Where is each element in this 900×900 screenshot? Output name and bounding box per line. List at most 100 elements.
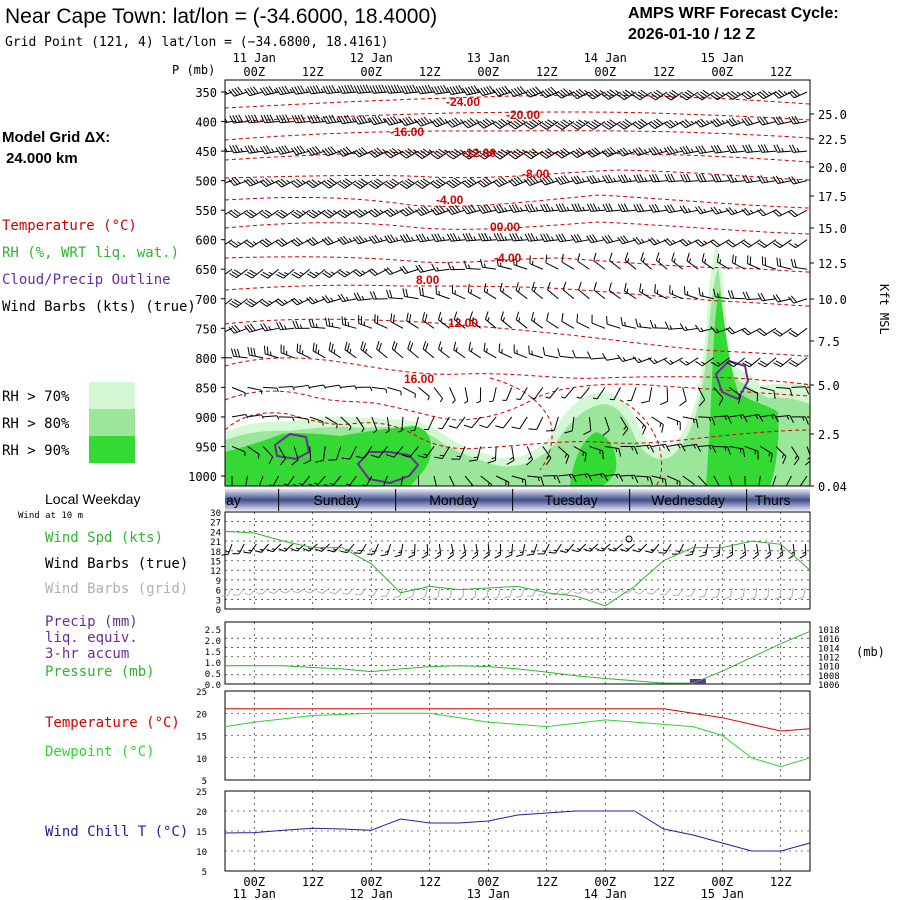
wind-barb: [742, 174, 761, 184]
top-tick-label: 12Z: [419, 65, 441, 79]
wind-barb: [275, 268, 295, 279]
wind-barb: [609, 587, 623, 594]
wind-barb: [422, 340, 435, 359]
wind-barb: [494, 543, 502, 559]
weekday-label: Wednesday: [651, 492, 725, 508]
wind-barb: [477, 118, 497, 129]
wind-barb: [716, 253, 730, 270]
wind-barb: [260, 323, 279, 332]
wind-barb: [788, 357, 808, 367]
wind-barb: [570, 119, 590, 130]
isotherm-line: [225, 221, 810, 235]
wind-barb: [505, 543, 514, 558]
wind-barb: [570, 175, 590, 185]
wind-barb: [790, 258, 808, 270]
wind-barb: [619, 543, 635, 552]
wind-barb: [805, 446, 810, 466]
wind-barb: [380, 587, 392, 597]
wind-barb: [725, 326, 746, 335]
wind-barb: [664, 204, 683, 214]
wind-barb: [430, 178, 450, 189]
wind-barb: [744, 475, 746, 486]
wind-barb: [221, 543, 233, 556]
wind-barb: [459, 543, 467, 560]
wind-barb: [244, 144, 264, 154]
wind-barb: [573, 587, 587, 595]
wind-barb: [537, 543, 550, 555]
wind-barb: [791, 446, 800, 466]
wind-barb: [679, 89, 699, 101]
wind-barb: [679, 119, 699, 129]
wind-barb: [387, 386, 402, 396]
wind-barb: [741, 116, 761, 127]
wind-barb: [438, 416, 450, 430]
isotherm-line: [225, 194, 810, 209]
wind-barb: [586, 174, 606, 184]
wind-barb: [710, 91, 730, 101]
cross-section-wind-barbs: [225, 84, 810, 486]
wind-barb: [244, 114, 264, 124]
isotherm-line: [225, 412, 810, 450]
wind-barb: [384, 84, 403, 94]
bottom-tick-label: 00Z: [360, 875, 382, 889]
wind-barb: [635, 416, 647, 435]
wind-barb: [341, 316, 357, 329]
pressure-tick-label: 600: [195, 234, 217, 248]
wind-barb: [410, 416, 419, 432]
wind-barb: [415, 264, 435, 273]
wind-barb: [617, 354, 637, 362]
wind-barb: [358, 315, 373, 329]
wind-barb: [511, 416, 528, 430]
wind-barb: [315, 446, 326, 463]
wind-barb: [294, 416, 310, 424]
wind-barb: [290, 145, 310, 156]
pressure-unit-label: (mb): [856, 645, 885, 659]
wind-barb: [773, 144, 792, 153]
pressure-tick-label: 650: [195, 263, 217, 277]
wind-barb: [694, 324, 714, 333]
wind-barb: [322, 268, 342, 278]
wind-barb: [772, 209, 792, 217]
wind-barb: [324, 416, 338, 429]
wind-barb: [509, 232, 528, 242]
bottom-tick-label: 00Z: [477, 875, 499, 889]
wind-barb: [540, 233, 559, 242]
wind-barb: [244, 323, 264, 333]
wind-barb: [303, 446, 312, 465]
bottom-date-label: 12 Jan: [350, 887, 393, 900]
left-legend: Model Grid ΔX: 24.000 km Temperature (°C…: [2, 129, 196, 463]
wind-barb: [646, 587, 660, 595]
wind-barb: [477, 148, 497, 160]
wind-barb: [515, 311, 528, 329]
wind-barb: [291, 446, 299, 466]
wind-barb: [620, 474, 639, 484]
wind-barb: [306, 209, 326, 219]
temperature-tick-label: 10: [196, 755, 207, 765]
wind-barb: [453, 341, 466, 359]
dewpoint-label: Dewpoint (°C): [45, 744, 155, 760]
wind-barb: [760, 386, 776, 399]
wind-barb: [508, 176, 528, 187]
wind-barb: [263, 345, 279, 359]
wind-barb: [559, 543, 574, 553]
wind-barb: [542, 475, 561, 484]
weekday-label: Sunday: [313, 492, 360, 508]
wind-barb: [244, 209, 264, 219]
wind-barb: [775, 414, 795, 424]
bottom-tick-label: 12Z: [770, 875, 792, 889]
wind-barb: [562, 281, 575, 300]
top-tick-label: 00Z: [711, 65, 733, 79]
wind-barb: [695, 145, 714, 154]
wind-barb: [508, 148, 528, 160]
wind-barb: [694, 118, 714, 128]
wind-barb: [539, 175, 559, 186]
wind-barb: [421, 543, 429, 559]
wind-barb: [573, 473, 593, 482]
wind-barb: [576, 313, 590, 329]
wind-barb: [788, 209, 808, 218]
wind-barb: [451, 446, 466, 460]
wind-barb: [480, 258, 497, 270]
wind-barb: [337, 178, 357, 189]
wind-barb: [266, 543, 282, 553]
legend-rh: RH (%, WRT liq. wat.): [2, 245, 179, 261]
